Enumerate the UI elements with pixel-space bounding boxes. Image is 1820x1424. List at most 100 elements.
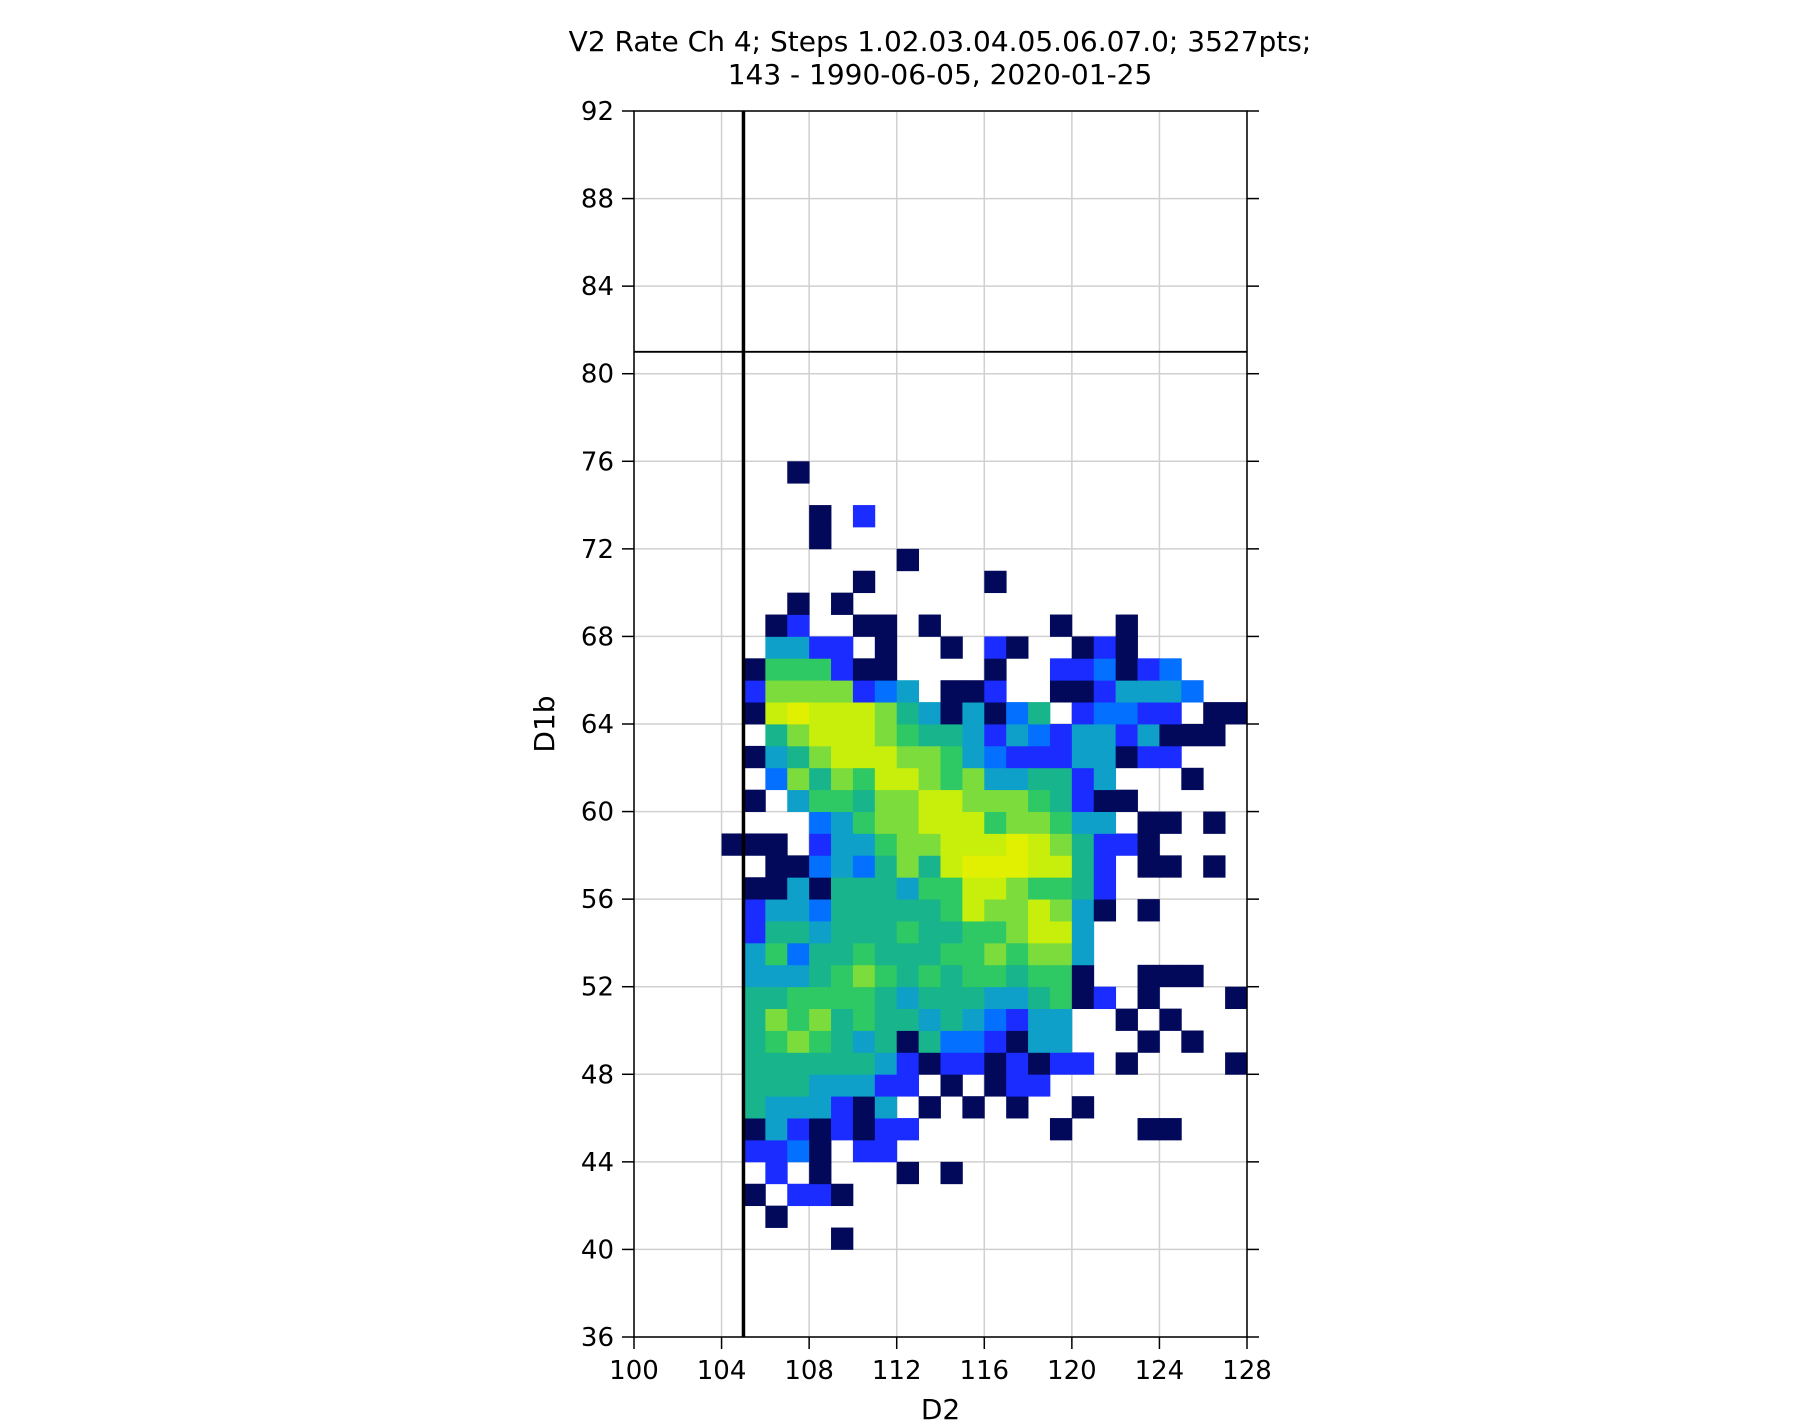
heatmap-cell (765, 1030, 788, 1053)
heatmap-cell (1115, 658, 1138, 681)
heatmap-cell (787, 1118, 810, 1141)
heatmap-cell (743, 702, 766, 725)
heatmap-cell (940, 986, 963, 1010)
heatmap-cell (1115, 724, 1138, 747)
heatmap-cell (831, 1030, 854, 1053)
y-tick-label: 36 (581, 1323, 614, 1353)
heatmap-cell (809, 789, 832, 812)
heatmap-cell (1006, 942, 1029, 966)
heatmap-cell (940, 1008, 963, 1031)
heatmap-cell (809, 833, 832, 856)
heatmap-cell (1071, 636, 1095, 659)
heatmap-cell (1137, 899, 1160, 922)
heatmap-cell (940, 724, 963, 747)
heatmap-cell (787, 789, 810, 812)
heatmap-cell (1049, 724, 1073, 747)
heatmap-cell (1049, 921, 1073, 944)
heatmap-cell (940, 1052, 963, 1075)
heatmap-cell (743, 1139, 766, 1163)
y-tick-label: 56 (581, 885, 614, 915)
heatmap-cell (1137, 964, 1160, 988)
x-tick-label: 116 (959, 1356, 1009, 1386)
y-tick-label: 92 (581, 97, 614, 127)
heatmap-cell (984, 855, 1007, 878)
heatmap-cell (1115, 833, 1138, 856)
y-tick-label: 64 (581, 710, 614, 740)
heatmap-cell (1181, 964, 1204, 988)
heatmap-cell (1049, 767, 1073, 791)
heatmap-cell (1006, 811, 1029, 834)
heatmap-cell (1006, 636, 1029, 659)
heatmap-cell (1006, 877, 1029, 900)
heatmap-cell (1071, 1096, 1095, 1119)
heatmap-cell (896, 1118, 920, 1141)
heatmap-cell (1028, 855, 1051, 878)
y-tick-label: 88 (581, 185, 614, 215)
heatmap-cell (918, 767, 941, 791)
heatmap-cell (765, 921, 788, 944)
heatmap-cell (874, 877, 898, 900)
heatmap-cell (831, 964, 854, 988)
heatmap-cell (831, 1096, 854, 1119)
heatmap-cell (787, 877, 810, 900)
heatmap-cell (962, 1008, 985, 1031)
heatmap-cell (831, 986, 854, 1010)
heatmap-cell (831, 942, 854, 966)
heatmap-cell (874, 1052, 898, 1075)
heatmap-cell (852, 789, 876, 812)
heatmap-cell (809, 1183, 832, 1207)
heatmap-cell (962, 1096, 985, 1119)
heatmap-cell (1071, 702, 1095, 725)
heatmap-cell (984, 745, 1007, 769)
heatmap-cell (809, 964, 832, 988)
heatmap-cell (852, 614, 876, 637)
heatmap-cell (940, 921, 963, 944)
heatmap-cell (1071, 877, 1095, 900)
y-tick-label: 60 (581, 798, 614, 828)
heatmap-cell (787, 1096, 810, 1119)
heatmap-cell (809, 811, 832, 834)
heatmap-cell (787, 986, 810, 1010)
heatmap-cell (1049, 1118, 1073, 1141)
heatmap-cell (743, 1030, 766, 1053)
heatmap-cell (918, 789, 941, 812)
heatmap-cell (765, 1074, 788, 1097)
heatmap-cell (831, 767, 854, 791)
heatmap-cell (809, 1074, 832, 1097)
heatmap-cell (1028, 789, 1051, 812)
heatmap-cell (1028, 811, 1051, 834)
heatmap-cell (874, 833, 898, 856)
heatmap-cell (1159, 964, 1182, 988)
heatmap-cell (918, 986, 941, 1010)
heatmap-cell (1049, 986, 1073, 1010)
heatmap-cell (1006, 745, 1029, 769)
heatmap-cell (1028, 921, 1051, 944)
heatmap-cell (962, 877, 985, 900)
heatmap-cell (831, 1183, 854, 1207)
heatmap-cell (874, 702, 898, 725)
heatmap-cell (1093, 636, 1117, 659)
x-tick-label: 104 (697, 1356, 747, 1386)
heatmap-cell (874, 986, 898, 1010)
heatmap-cell (918, 1096, 941, 1119)
heatmap-cell (787, 921, 810, 944)
heatmap-cell (874, 1096, 898, 1119)
heatmap-cell (1049, 833, 1073, 856)
heatmap-cell (896, 1074, 920, 1097)
y-tick-label: 52 (581, 973, 614, 1003)
heatmap-cell (1093, 680, 1117, 703)
heatmap-cell (984, 767, 1007, 791)
heatmap-cell (809, 877, 832, 900)
heatmap-cell (831, 745, 854, 769)
heatmap-cell (852, 570, 876, 594)
heatmap-cell (984, 1074, 1007, 1097)
x-tick-label: 112 (872, 1356, 922, 1386)
heatmap-cell (874, 636, 898, 659)
heatmap-cell (1006, 1096, 1029, 1119)
heatmap-cell (984, 877, 1007, 900)
heatmap-cell (1071, 724, 1095, 747)
heatmap-cell (1006, 833, 1029, 856)
heatmap-cell (1115, 636, 1138, 659)
heatmap-cell (852, 1052, 876, 1075)
heatmap-cell (984, 702, 1007, 725)
